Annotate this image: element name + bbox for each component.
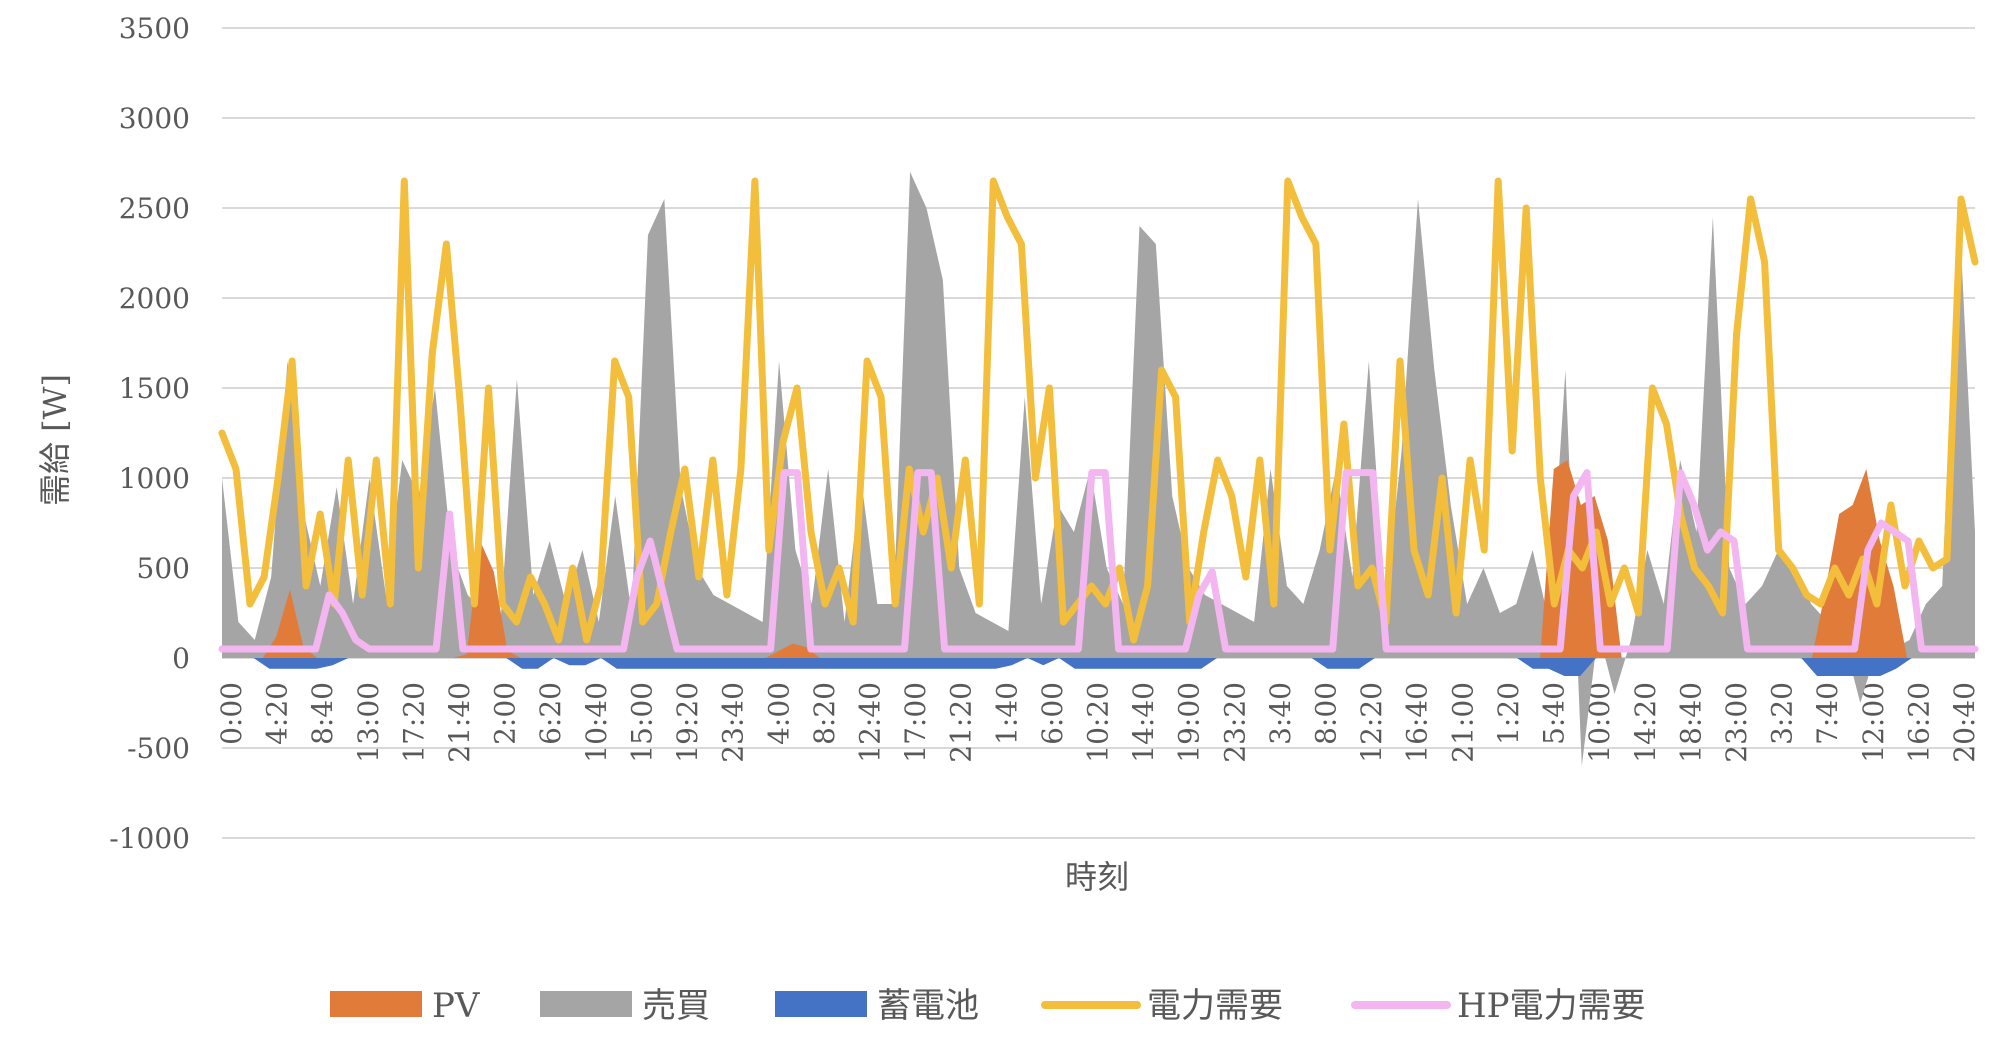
x-tick-label: 1:40 (990, 682, 1023, 745)
x-tick-label: 12:20 (1355, 682, 1388, 763)
x-tick-label: 0:00 (215, 682, 248, 745)
y-tick-label: -500 (127, 732, 190, 765)
x-tick-label: 15:00 (625, 682, 658, 763)
x-tick-label: 2:00 (489, 682, 522, 745)
series-area-売買 (222, 172, 1975, 766)
x-tick-label: 5:40 (1538, 682, 1571, 745)
series-area-蓄電池 (222, 658, 1975, 676)
legend-label: 蓄電池 (877, 986, 979, 1026)
x-tick-label: 14:40 (1127, 682, 1160, 763)
x-tick-label: 8:40 (306, 682, 339, 745)
x-tick-label: 21:40 (443, 682, 476, 763)
x-tick-label: 18:40 (1674, 682, 1707, 763)
x-tick-label: 17:20 (397, 682, 430, 763)
x-tick-label: 16:20 (1902, 682, 1935, 763)
x-axis-title: 時刻 (1065, 858, 1129, 896)
legend-swatch (330, 991, 422, 1017)
x-tick-label: 23:20 (1218, 682, 1251, 763)
x-tick-label: 23:00 (1720, 682, 1753, 763)
y-tick-label: 2500 (119, 192, 190, 225)
y-tick-label: 1000 (119, 462, 190, 495)
x-tick-label: 17:00 (899, 682, 932, 763)
legend-swatch (540, 991, 632, 1017)
x-tick-labels: 0:00 4:20 8:40 13:00 17:20 21:40 2:00 6:20 10:40… (215, 682, 1981, 763)
legend-label: HP電力需要 (1457, 986, 1646, 1026)
x-tick-label: 10:40 (580, 682, 613, 763)
series-line-HP電力需要 (218, 469, 1979, 653)
y-tick-label: 3500 (119, 12, 190, 45)
x-tick-label: 14:20 (1629, 682, 1662, 763)
x-tick-label: 1:20 (1492, 682, 1525, 745)
x-tick-label: 13:00 (352, 682, 385, 763)
legend-swatch (775, 991, 867, 1017)
x-tick-label: 4:20 (261, 682, 294, 745)
x-tick-label: 10:20 (1082, 682, 1115, 763)
y-axis-title: 需給 [W] (36, 374, 74, 506)
x-tick-label: 3:20 (1766, 682, 1799, 745)
y-tick-label: 1500 (119, 372, 190, 405)
x-tick-label: 6:20 (534, 682, 567, 745)
x-tick-label: 3:40 (1264, 682, 1297, 745)
y-tick-label: 500 (137, 552, 190, 585)
x-tick-label: 23:40 (717, 682, 750, 763)
y-tick-labels: -1000 -500 0 500 1000 1500 2000 2500 3000 3500 (109, 12, 190, 855)
y-tick-label: 2000 (119, 282, 190, 315)
x-tick-label: 6:00 (1036, 682, 1069, 745)
y-tick-label: 3000 (119, 102, 190, 135)
y-tick-label: -1000 (109, 822, 190, 855)
x-tick-label: 4:00 (762, 682, 795, 745)
x-tick-label: 8:20 (808, 682, 841, 745)
legend-label: 電力需要 (1147, 986, 1283, 1026)
legend: PV 売買 蓄電池 電力需要 HP電力需要 (330, 986, 1646, 1026)
legend-label: PV (432, 986, 481, 1026)
series-line-電力需要 (218, 177, 1979, 644)
x-tick-label: 7:40 (1811, 682, 1844, 745)
x-tick-label: 21:20 (945, 682, 978, 763)
x-tick-label: 19:00 (1173, 682, 1206, 763)
x-tick-label: 19:20 (671, 682, 704, 763)
x-tick-label: 8:00 (1310, 682, 1343, 745)
x-tick-label: 21:00 (1446, 682, 1479, 763)
x-tick-label: 20:40 (1948, 682, 1981, 763)
y-tick-label: 0 (172, 642, 190, 675)
series-layer (218, 172, 1979, 766)
x-tick-label: 12:40 (853, 682, 886, 763)
legend-label: 売買 (642, 986, 710, 1026)
x-tick-label: 16:40 (1401, 682, 1434, 763)
